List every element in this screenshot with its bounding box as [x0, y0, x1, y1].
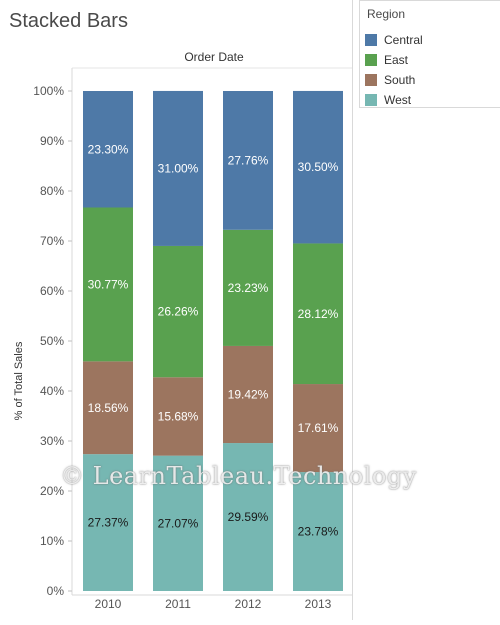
bar-south-2011	[153, 377, 203, 456]
bar-west-2011	[153, 455, 203, 591]
data-label-east-2012: 23.23%	[228, 281, 269, 295]
legend-label: East	[384, 53, 409, 67]
data-label-south-2012: 19.42%	[228, 388, 269, 402]
legend-label: West	[384, 93, 412, 107]
bar-west-2013	[293, 472, 343, 591]
bar-east-2011	[153, 245, 203, 378]
y-tick-label: 10%	[40, 534, 64, 548]
chart-title: Stacked Bars	[9, 10, 128, 32]
bar-central-2012	[223, 91, 273, 230]
y-tick-label: 70%	[40, 234, 64, 248]
legend-item-west[interactable]: West	[365, 93, 411, 107]
bar-east-2010	[83, 207, 133, 362]
data-label-central-2010: 23.30%	[88, 142, 129, 156]
bar-south-2013	[293, 384, 343, 473]
watermark-text: © LearnTableau.Technology	[60, 462, 417, 490]
stacked-bar-chart: Order Date 0% 10% 20% 30% 40% 50% 60% 70% 80% 90% 1…	[13, 50, 352, 611]
data-label-west-2010: 27.37%	[88, 516, 129, 530]
legend-label: South	[384, 73, 416, 87]
panel-divider	[352, 0, 353, 620]
chart-area: Order Date 0% 10% 20% 30% 40% 50% 60% 70% 80% 90% 1…	[13, 50, 352, 611]
y-tick-label: 30%	[40, 434, 64, 448]
bar-central-2013	[293, 90, 343, 244]
legend-title: Region	[367, 7, 406, 21]
legend-label: Central	[384, 33, 423, 47]
y-tick-label: 80%	[40, 184, 64, 198]
bar-south-2012	[223, 345, 273, 444]
x-tick-label: 2013	[305, 597, 332, 611]
x-tick-label: 2010	[95, 597, 122, 611]
data-label-west-2011: 27.07%	[158, 516, 199, 530]
y-tick-label: 40%	[40, 384, 64, 398]
data-label-south-2010: 18.56%	[88, 401, 129, 415]
data-label-west-2013: 23.78%	[298, 525, 339, 539]
legend-swatch-south	[365, 74, 377, 86]
data-label-central-2011: 31.00%	[158, 161, 199, 175]
bar-west-2012	[223, 443, 273, 591]
data-label-central-2013: 30.50%	[298, 160, 339, 174]
bar-central-2011	[153, 90, 203, 246]
data-label-south-2011: 15.68%	[158, 409, 199, 423]
data-label-west-2012: 29.59%	[228, 510, 269, 524]
data-label-east-2013: 28.12%	[298, 307, 339, 321]
data-label-south-2013: 17.61%	[298, 421, 339, 435]
legend-swatch-central	[365, 34, 377, 46]
bar-east-2013	[293, 243, 343, 385]
y-tick-label: 60%	[40, 284, 64, 298]
x-tick-label: 2012	[235, 597, 262, 611]
legend-item-east[interactable]: East	[365, 53, 408, 67]
data-label-east-2010: 30.77%	[88, 277, 129, 291]
bar-south-2010	[83, 361, 133, 455]
bar-east-2012	[223, 229, 273, 346]
bar-central-2010	[83, 91, 133, 208]
y-tick-label: 90%	[40, 134, 64, 148]
y-tick-label: 50%	[40, 334, 64, 348]
bar-west-2010	[83, 454, 133, 591]
legend-item-central[interactable]: Central	[365, 33, 423, 47]
y-tick-label: 20%	[40, 484, 64, 498]
column-header-title: Order Date	[184, 50, 244, 64]
legend-swatch-east	[365, 54, 377, 66]
y-tick-label: 100%	[33, 84, 64, 98]
x-tick-label: 2011	[165, 597, 191, 611]
legend-swatch-west	[365, 94, 377, 106]
y-axis-title: % of Total Sales	[13, 341, 25, 420]
data-label-central-2012: 27.76%	[228, 153, 269, 167]
data-label-east-2011: 26.26%	[158, 305, 199, 319]
legend-item-south[interactable]: South	[365, 73, 415, 87]
y-tick-label: 0%	[47, 584, 65, 598]
legend-panel: Region Central East South West	[359, 0, 500, 108]
